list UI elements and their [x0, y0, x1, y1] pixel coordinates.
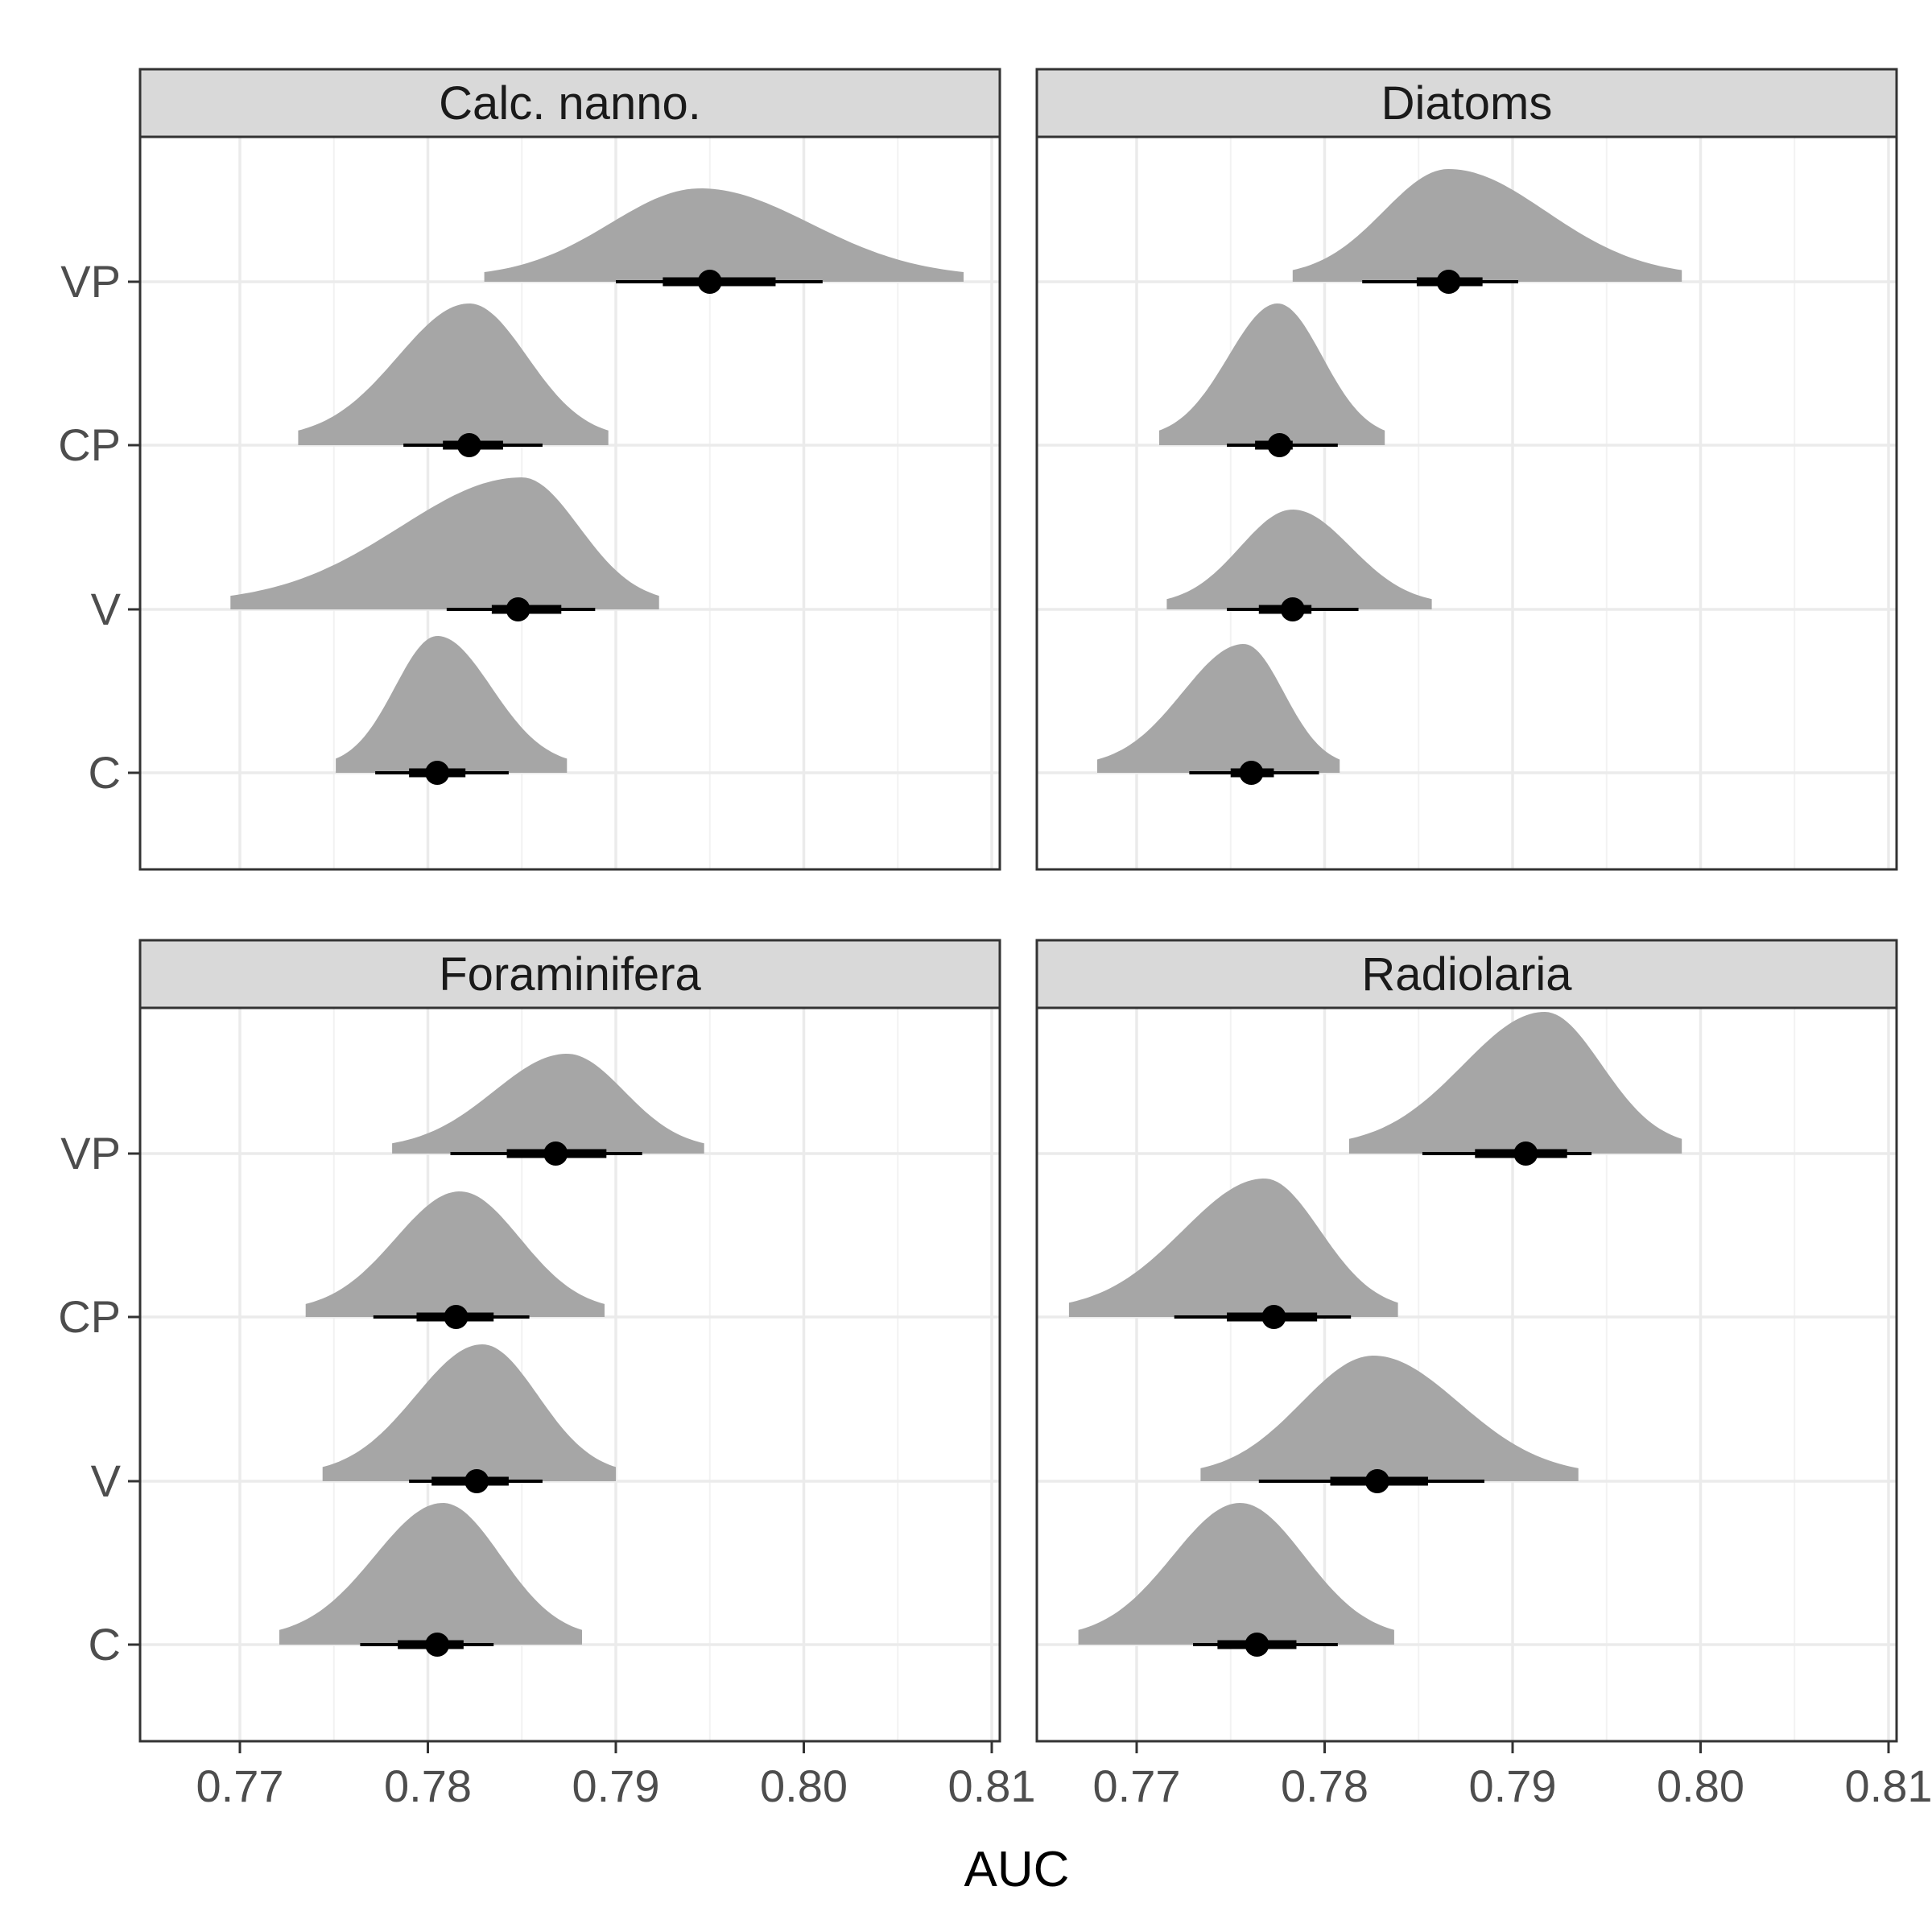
- x-tick-label: 0.77: [1093, 1761, 1181, 1811]
- point-estimate-VP: [697, 270, 722, 294]
- point-estimate-V: [464, 1469, 489, 1493]
- point-estimate-VP: [1436, 270, 1461, 294]
- x-axis-label: AUC: [964, 1842, 1070, 1897]
- point-estimate-VP: [543, 1141, 568, 1166]
- point-estimate-CP: [1261, 1305, 1286, 1329]
- x-tick-label: 0.77: [196, 1761, 284, 1811]
- density-CP: [305, 1191, 605, 1317]
- x-tick-label: 0.78: [1281, 1761, 1368, 1811]
- facet-panel: Calc. nanno. C V CP VP: [58, 68, 1001, 871]
- density-C: [1078, 1503, 1394, 1645]
- point-estimate-CP: [444, 1305, 469, 1329]
- x-tick-label: 0.79: [572, 1761, 660, 1811]
- y-tick-label: CP: [58, 419, 121, 470]
- y-tick-label: VP: [60, 256, 121, 307]
- y-tick-label: V: [91, 1455, 122, 1506]
- x-tick-label: 0.80: [1657, 1761, 1744, 1811]
- density-CP: [298, 303, 609, 445]
- facet-panel: Foraminifera C V CP VP 0.77 0.78 0.79 0.80 0.81: [58, 939, 1036, 1811]
- y-tick-label: VP: [60, 1128, 121, 1179]
- facet-strip: [138, 939, 1001, 1009]
- density-VP: [1348, 1012, 1682, 1154]
- facet-title: Radiolaria: [1361, 948, 1572, 1001]
- point-estimate-V: [1364, 1469, 1389, 1493]
- facet-strip: [1035, 68, 1898, 138]
- density-V: [230, 477, 659, 609]
- point-estimate-C: [1239, 761, 1264, 785]
- facet-title: Diatoms: [1381, 77, 1553, 130]
- x-tick-label: 0.78: [384, 1761, 472, 1811]
- panel-border: [1035, 1006, 1898, 1743]
- facet-title: Calc. nanno.: [439, 77, 701, 130]
- point-estimate-VP: [1513, 1141, 1538, 1166]
- y-tick-label: C: [89, 747, 121, 798]
- density-VP: [484, 188, 964, 282]
- density-VP: [1292, 169, 1682, 282]
- point-estimate-V: [506, 597, 530, 621]
- point-estimate-V: [1280, 597, 1305, 621]
- density-C: [336, 636, 568, 773]
- point-estimate-C: [425, 761, 450, 785]
- panel-border: [138, 135, 1001, 871]
- facet-strip: [138, 68, 1001, 138]
- density-V: [1200, 1356, 1579, 1481]
- y-tick-label: CP: [58, 1291, 121, 1342]
- facet-panel: Radiolaria 0.77 0.78 0.79 0.80 0.81: [1035, 939, 1932, 1811]
- point-estimate-C: [1245, 1633, 1269, 1657]
- panel-border: [1035, 135, 1898, 871]
- density-CP: [1068, 1179, 1398, 1317]
- density-CP: [1159, 303, 1385, 445]
- x-tick-label: 0.81: [948, 1761, 1036, 1811]
- point-estimate-CP: [1267, 433, 1292, 457]
- density-VP: [392, 1054, 704, 1154]
- facet-panel: Diatoms: [1035, 68, 1898, 871]
- y-tick-label: C: [89, 1619, 121, 1670]
- y-tick-label: V: [91, 584, 122, 634]
- density-C: [279, 1503, 582, 1645]
- point-estimate-C: [425, 1633, 450, 1657]
- facet-strip: [1035, 939, 1898, 1009]
- density-V: [322, 1344, 616, 1481]
- x-tick-label: 0.80: [760, 1761, 848, 1811]
- density-C: [1097, 644, 1340, 773]
- x-tick-label: 0.81: [1845, 1761, 1932, 1811]
- x-tick-label: 0.79: [1469, 1761, 1557, 1811]
- panel-border: [138, 1006, 1001, 1743]
- facet-title: Foraminifera: [439, 948, 701, 1001]
- density-V: [1166, 510, 1432, 609]
- point-estimate-CP: [456, 433, 481, 457]
